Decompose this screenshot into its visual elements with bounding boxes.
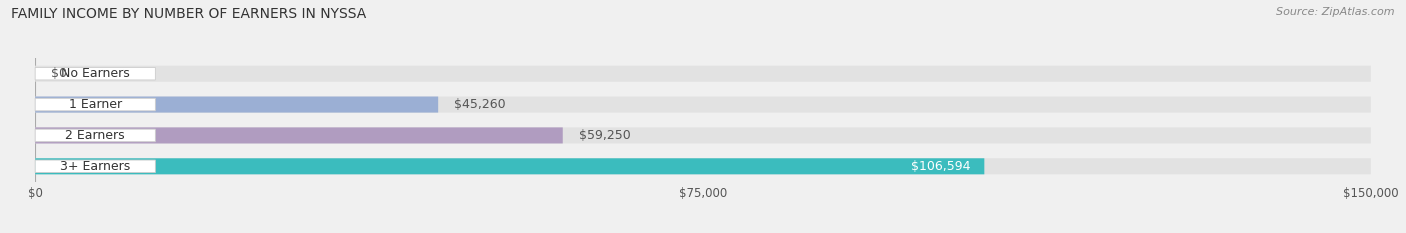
FancyBboxPatch shape bbox=[35, 66, 1371, 82]
Text: 1 Earner: 1 Earner bbox=[69, 98, 122, 111]
Text: FAMILY INCOME BY NUMBER OF EARNERS IN NYSSA: FAMILY INCOME BY NUMBER OF EARNERS IN NY… bbox=[11, 7, 367, 21]
FancyBboxPatch shape bbox=[35, 96, 1371, 113]
Text: $59,250: $59,250 bbox=[579, 129, 630, 142]
FancyBboxPatch shape bbox=[35, 160, 155, 173]
Text: 2 Earners: 2 Earners bbox=[66, 129, 125, 142]
FancyBboxPatch shape bbox=[35, 127, 562, 144]
FancyBboxPatch shape bbox=[35, 127, 1371, 144]
FancyBboxPatch shape bbox=[35, 67, 155, 80]
FancyBboxPatch shape bbox=[35, 158, 1371, 174]
Text: Source: ZipAtlas.com: Source: ZipAtlas.com bbox=[1277, 7, 1395, 17]
Text: $106,594: $106,594 bbox=[911, 160, 972, 173]
Text: No Earners: No Earners bbox=[60, 67, 129, 80]
FancyBboxPatch shape bbox=[35, 158, 984, 174]
Text: 3+ Earners: 3+ Earners bbox=[60, 160, 131, 173]
Text: $0: $0 bbox=[51, 67, 67, 80]
FancyBboxPatch shape bbox=[35, 96, 439, 113]
FancyBboxPatch shape bbox=[35, 129, 155, 142]
Text: $45,260: $45,260 bbox=[454, 98, 506, 111]
FancyBboxPatch shape bbox=[35, 98, 155, 111]
